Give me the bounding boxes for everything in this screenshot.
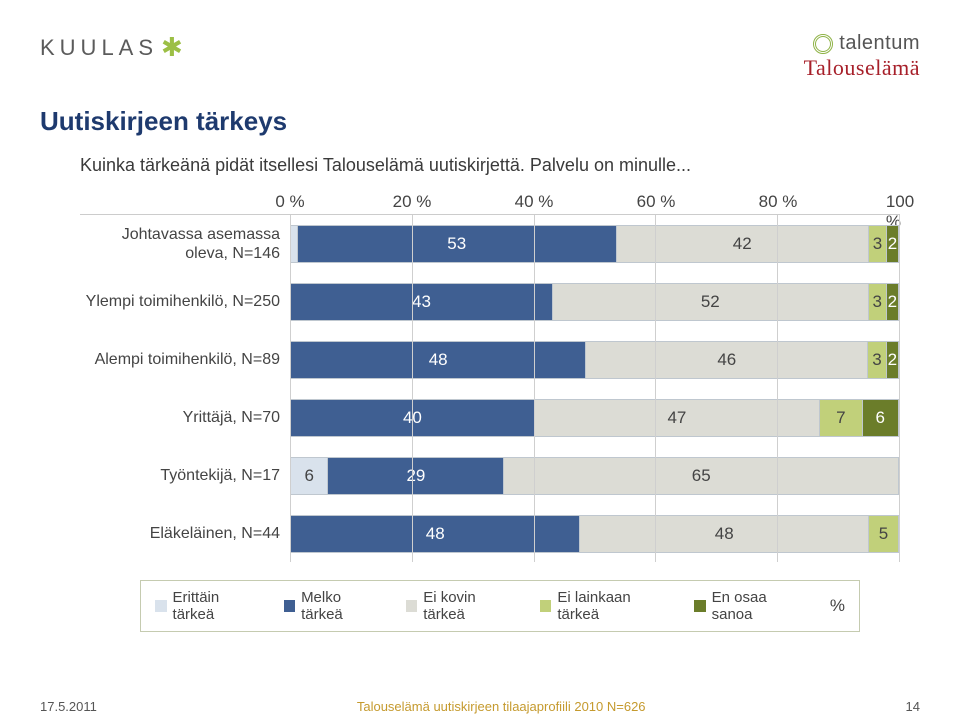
bar-segment: 3: [868, 284, 886, 320]
bar-segment: 48: [291, 342, 585, 378]
legend-swatch: [284, 600, 296, 612]
swirl-icon: [813, 34, 833, 54]
legend-label: Ei kovin tärkeä: [423, 589, 518, 623]
legend-label: Ei lainkaan tärkeä: [557, 589, 672, 623]
header: KUULAS ✱ talentum Talouselämä: [40, 32, 920, 88]
bar-segment: 3: [867, 342, 885, 378]
bar-segment: 42: [616, 226, 868, 262]
legend-item: Melko tärkeä: [284, 589, 384, 623]
row-label: Eläkeläinen, N=44: [80, 524, 290, 543]
stacked-bar: 404776: [290, 399, 899, 437]
row-label: Johtavassa asemassa oleva, N=146: [80, 225, 290, 263]
row-label: Yrittäjä, N=70: [80, 408, 290, 427]
legend-item: En osaa sanoa: [694, 589, 808, 623]
bar-segment: 40: [291, 400, 534, 436]
axis-tick-label: 60 %: [637, 192, 676, 212]
row-label: Työntekijä, N=17: [80, 466, 290, 485]
footer-center: Talouselämä uutiskirjeen tilaajaprofiili…: [97, 699, 906, 714]
legend-label: Melko tärkeä: [301, 589, 384, 623]
legend-swatch: [155, 600, 167, 612]
chart-row: Ylempi toimihenkilö, N=250435232: [80, 273, 899, 331]
plot-area: Johtavassa asemassa oleva, N=146534232Yl…: [80, 214, 900, 562]
bar-segment: 46: [585, 342, 867, 378]
bar-segment: 3: [868, 226, 886, 262]
bar-segment: 6: [291, 458, 327, 494]
bar-segment: 53: [297, 226, 616, 262]
chart-row: Alempi toimihenkilö, N=89484632: [80, 331, 899, 389]
page-title: Uutiskirjeen tärkeys: [40, 106, 920, 137]
bar-segment: 2: [886, 342, 898, 378]
legend: Erittäin tärkeä Melko tärkeä Ei kovin tärk…: [140, 580, 860, 632]
subtitle: Kuinka tärkeänä pidät itsellesi Talousel…: [80, 155, 920, 176]
chart-row: Eläkeläinen, N=4448485: [80, 505, 899, 563]
row-label: Alempi toimihenkilö, N=89: [80, 350, 290, 369]
bar-segment: 2: [886, 226, 898, 262]
chart-row: Johtavassa asemassa oleva, N=146534232: [80, 215, 899, 273]
legend-item: Ei lainkaan tärkeä: [540, 589, 672, 623]
axis-tick-label: 0 %: [275, 192, 304, 212]
chart: 0 %20 %40 %60 %80 %100 % Johtavassa asem…: [80, 192, 900, 632]
bar-segment: 48: [291, 516, 579, 552]
footer-date: 17.5.2011: [40, 699, 97, 714]
stacked-bar: 435232: [290, 283, 899, 321]
row-label: Ylempi toimihenkilö, N=250: [80, 292, 290, 311]
footer-page: 14: [906, 699, 920, 714]
bar-segment: 52: [552, 284, 868, 320]
legend-item: Erittäin tärkeä: [155, 589, 262, 623]
asterisk-icon: ✱: [161, 32, 183, 63]
stacked-bar: 484632: [290, 341, 899, 379]
logo-right: talentum Talouselämä: [804, 32, 920, 81]
axis-labels: 0 %20 %40 %60 %80 %100 %: [290, 192, 900, 214]
legend-item: Ei kovin tärkeä: [406, 589, 518, 623]
bar-segment: 43: [291, 284, 552, 320]
bar-segment: 6: [862, 400, 898, 436]
bar-segment: 2: [886, 284, 898, 320]
axis-tick-label: 20 %: [393, 192, 432, 212]
bar-segment: 65: [503, 458, 898, 494]
logo-talentum-text: talentum: [839, 32, 920, 55]
stacked-bar: 48485: [290, 515, 899, 553]
bar-segment: 7: [819, 400, 861, 436]
logo-kuulas-text: KUULAS: [40, 35, 158, 61]
logo-talentum: talentum: [804, 32, 920, 55]
legend-swatch: [694, 600, 706, 612]
stacked-bar: 534232: [290, 225, 899, 263]
legend-swatch: [540, 600, 552, 612]
bar-segment: 48: [579, 516, 867, 552]
chart-row: Työntekijä, N=1762965: [80, 447, 899, 505]
logo-talouselama: Talouselämä: [804, 55, 920, 81]
bar-segment: 29: [327, 458, 503, 494]
logo-kuulas: KUULAS ✱: [40, 32, 183, 63]
bar-segment: 5: [868, 516, 898, 552]
legend-label: Erittäin tärkeä: [173, 589, 262, 623]
slide: KUULAS ✱ talentum Talouselämä Uutiskirje…: [40, 32, 920, 690]
legend-swatch: [406, 600, 418, 612]
bar-segment: 47: [534, 400, 819, 436]
percent-symbol: %: [830, 596, 845, 616]
legend-label: En osaa sanoa: [712, 589, 808, 623]
chart-row: Yrittäjä, N=70404776: [80, 389, 899, 447]
stacked-bar: 62965: [290, 457, 899, 495]
axis-tick-label: 40 %: [515, 192, 554, 212]
footer: 17.5.2011 Talouselämä uutiskirjeen tilaa…: [40, 699, 920, 714]
axis-tick-label: 80 %: [759, 192, 798, 212]
